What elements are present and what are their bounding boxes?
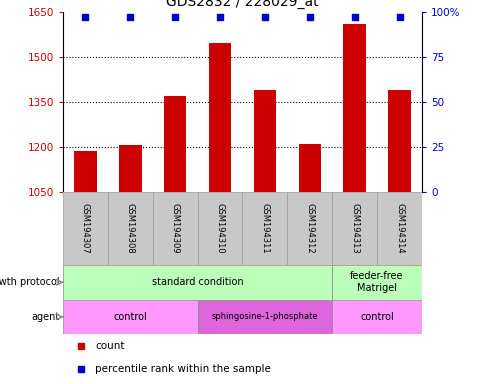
- Bar: [107, 192, 152, 265]
- Bar: [119, 146, 141, 192]
- Point: [305, 14, 313, 20]
- Bar: [164, 96, 186, 192]
- Text: percentile rank within the sample: percentile rank within the sample: [95, 364, 271, 374]
- Text: control: control: [113, 312, 147, 322]
- Point: [260, 14, 268, 20]
- Text: GSM194310: GSM194310: [215, 203, 224, 254]
- Point: [350, 14, 358, 20]
- Text: sphingosine-1-phosphate: sphingosine-1-phosphate: [211, 312, 318, 321]
- Bar: [332, 265, 421, 300]
- Text: standard condition: standard condition: [151, 277, 243, 287]
- Bar: [376, 192, 421, 265]
- Text: GSM194309: GSM194309: [170, 203, 180, 254]
- Text: control: control: [360, 312, 393, 322]
- Bar: [298, 144, 320, 192]
- Bar: [332, 300, 421, 334]
- Text: GSM194312: GSM194312: [304, 203, 314, 254]
- Bar: [63, 192, 107, 265]
- Point: [216, 14, 224, 20]
- Point: [395, 14, 403, 20]
- Point: [401, 40, 408, 46]
- Text: GSM194313: GSM194313: [349, 203, 359, 254]
- Bar: [332, 192, 376, 265]
- Text: agent: agent: [31, 312, 60, 322]
- Text: feeder-free
Matrigel: feeder-free Matrigel: [349, 271, 403, 293]
- Text: GSM194308: GSM194308: [125, 203, 135, 254]
- Text: growth protocol: growth protocol: [0, 277, 60, 287]
- Text: GSM194311: GSM194311: [260, 203, 269, 254]
- Point: [171, 14, 179, 20]
- Bar: [63, 265, 332, 300]
- Text: GSM194307: GSM194307: [81, 203, 90, 254]
- Bar: [242, 192, 287, 265]
- Title: GDS2832 / 228029_at: GDS2832 / 228029_at: [166, 0, 318, 9]
- Bar: [197, 192, 242, 265]
- Bar: [63, 300, 197, 334]
- Bar: [152, 192, 197, 265]
- Point: [81, 14, 89, 20]
- Point: [401, 249, 408, 255]
- Bar: [74, 151, 96, 192]
- Bar: [388, 90, 410, 192]
- Bar: [197, 300, 332, 334]
- Text: count: count: [95, 341, 124, 351]
- Bar: [287, 192, 332, 265]
- Bar: [343, 23, 365, 192]
- Point: [126, 14, 134, 20]
- Bar: [253, 90, 275, 192]
- Bar: [209, 43, 231, 192]
- Text: GSM194314: GSM194314: [394, 203, 403, 254]
